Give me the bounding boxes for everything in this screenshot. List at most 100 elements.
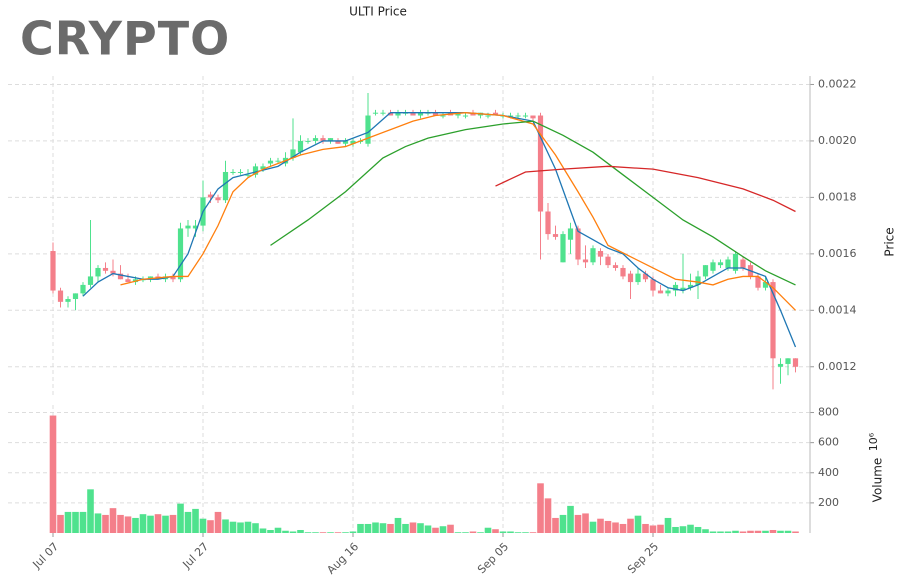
candle-body [485, 115, 491, 117]
volume-bar [364, 523, 372, 533]
candle-body [597, 251, 604, 257]
candle-body [275, 160, 281, 162]
candle-body [462, 115, 469, 117]
candle-body [470, 112, 476, 116]
volume-bar [424, 525, 432, 533]
candle-body [237, 171, 244, 173]
candle-body [245, 174, 251, 176]
moving-average-line [495, 165, 796, 213]
volume-bar [252, 523, 259, 533]
volume-bar [582, 513, 589, 533]
volume-bar [214, 511, 222, 533]
candle-body [215, 197, 221, 201]
x-tick-label: Jul 27 [180, 540, 212, 572]
candle-body [522, 115, 529, 117]
volume-bar [342, 532, 349, 533]
volume-bar [304, 532, 312, 533]
volume-bar [724, 531, 732, 533]
candle-body [560, 234, 566, 263]
candle-body [192, 225, 199, 229]
volume-bar [192, 508, 199, 533]
volume-bar [642, 523, 649, 533]
candle-body [507, 115, 514, 117]
volume-bar [199, 518, 207, 533]
volume-bar [117, 514, 124, 533]
volume-bar [522, 532, 529, 533]
candle-body [732, 253, 739, 271]
candle-body [792, 358, 799, 367]
volume-bar [154, 514, 162, 533]
y-tick-label: 0.0020 [818, 134, 857, 147]
volume-bar [649, 525, 657, 533]
volume-bar [282, 530, 289, 533]
candle-body [627, 273, 634, 283]
candle-body [665, 290, 671, 294]
volume-bar [492, 529, 499, 533]
candle-body [80, 284, 86, 294]
candle-body [230, 171, 236, 173]
volume-bar [319, 532, 327, 533]
volume-bar [349, 531, 357, 533]
candle-body [117, 273, 124, 280]
y-tick-label: 0.0016 [818, 247, 857, 260]
volume-bar [574, 514, 582, 533]
volume-bar [237, 522, 244, 533]
volume-bar [312, 532, 319, 533]
candle-body [432, 112, 439, 116]
volume-bar [657, 524, 664, 533]
volume-bar [222, 519, 229, 533]
volume-bar [477, 532, 484, 533]
candle-body [290, 149, 296, 158]
candle-body [72, 293, 79, 300]
x-tick-label: Aug 16 [324, 540, 361, 576]
volume-unit: 10⁶ [867, 432, 880, 451]
candle-body [177, 228, 184, 280]
candle-body [342, 140, 349, 144]
volume-bar [702, 529, 709, 533]
candle-body [110, 270, 116, 274]
volume-bar [507, 531, 514, 533]
candle-body [327, 138, 334, 141]
volume-bar [259, 528, 267, 533]
volume-bar [552, 517, 559, 533]
candle-body [260, 166, 266, 170]
volume-bar [627, 518, 634, 533]
y-tick-label: 0.0018 [818, 190, 857, 203]
candle-body [717, 262, 724, 266]
logo: CRYPTO [20, 12, 230, 66]
volume-bar [124, 516, 132, 533]
candle-body [755, 276, 761, 288]
y-tick-label: 800 [818, 406, 839, 419]
candle-body [252, 166, 259, 175]
candle-body [335, 140, 341, 144]
candle-body [305, 140, 311, 142]
candle-body [365, 115, 371, 144]
volume-bar [634, 515, 642, 533]
volume-bar [619, 523, 627, 533]
candle-body [770, 282, 776, 359]
candle-body [537, 115, 544, 212]
candle-body [740, 259, 746, 268]
volume-bar [177, 503, 184, 533]
volume-bar [717, 531, 724, 533]
x-tick-label: Sep 05 [475, 540, 511, 576]
candle-body [222, 171, 229, 201]
volume-bar [49, 415, 57, 533]
candle-body [657, 290, 664, 294]
candle-body [147, 276, 154, 280]
candle-body [57, 290, 64, 302]
candle-body [95, 267, 101, 277]
candle-body [582, 259, 589, 263]
candle-body [695, 276, 701, 285]
y-axis-label: Price [883, 227, 897, 256]
candle-body [590, 248, 596, 263]
volume-bar [514, 532, 522, 533]
volume-bar [544, 498, 552, 533]
volume-bar [297, 529, 304, 533]
volume-bar [169, 514, 177, 533]
volume-bar [694, 526, 702, 533]
volume-bar [409, 522, 417, 533]
volume-bar [334, 532, 342, 533]
volume-bar [439, 526, 447, 533]
